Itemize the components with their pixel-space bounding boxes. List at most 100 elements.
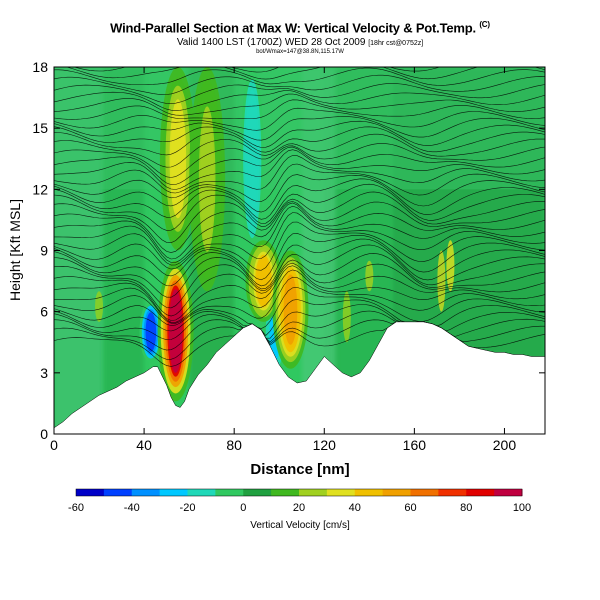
- isentrope-line: [54, 191, 545, 244]
- valid-time-text: Valid 1400 LST (1700Z) WED 28 Oct 2009: [176, 37, 366, 48]
- isentrope-line: [54, 133, 545, 168]
- y-tick-label: 12: [32, 181, 48, 197]
- updraft-contour: [171, 104, 185, 214]
- field-streak: [446, 240, 455, 292]
- colorbar-swatch: [243, 489, 272, 496]
- isentrope-line: [54, 149, 545, 190]
- isentrope-line: [54, 146, 545, 185]
- y-tick-label: 6: [40, 304, 48, 320]
- isentrope-line: [54, 212, 545, 266]
- isentrope-line: [54, 276, 545, 324]
- colorbar-swatch: [438, 489, 467, 496]
- colorbar: -60 -40 -20 0 20 40 60 80 100: [68, 488, 531, 514]
- x-tick-label: 0: [50, 437, 58, 453]
- field-streak: [365, 260, 374, 292]
- colorbar-frame: [75, 488, 523, 497]
- isentrope-line: [54, 253, 545, 309]
- y-tick-label: 9: [40, 243, 48, 259]
- isentrope-line: [54, 178, 545, 220]
- colorbar-swatch: [326, 489, 356, 496]
- valid-time-line: Valid 1400 LST (1700Z) WED 28 Oct 2009 […: [0, 37, 600, 48]
- colorbar-tick-label: -40: [124, 502, 140, 514]
- y-tick-label: 15: [32, 120, 48, 136]
- isentrope-line: [54, 67, 545, 86]
- isentrope-line: [54, 49, 545, 64]
- updraft-contour: [200, 112, 214, 246]
- updraft-contour: [168, 289, 183, 373]
- chart-title-text: Wind-Parallel Section at Max W: Vertical…: [110, 20, 476, 36]
- isentrope-line: [54, 304, 545, 341]
- x-tick-label: 120: [313, 437, 337, 453]
- isentrope-line: [54, 265, 545, 321]
- isentrope-line: [54, 126, 545, 156]
- title-mark: (C): [479, 20, 490, 29]
- chart-title: Wind-Parallel Section at Max W: Vertical…: [0, 20, 600, 35]
- colorbar-swatch: [215, 489, 244, 496]
- x-axis-label: Distance [nm]: [250, 461, 349, 478]
- isentrope-line: [54, 116, 545, 141]
- isentrope-contours: [54, 49, 545, 367]
- isentrope-line: [54, 299, 545, 336]
- isentrope-line: [65, 67, 545, 80]
- isentrope-line: [54, 163, 545, 202]
- isentrope-line: [54, 205, 545, 263]
- y-tick-label: 18: [32, 59, 48, 75]
- isentrope-line: [54, 238, 545, 287]
- colorbar-swatch: [410, 489, 439, 496]
- colorbar-swatch: [494, 489, 523, 496]
- wmax-line: bot/Wmax=147@38.8N,115.17W: [256, 49, 344, 55]
- isentrope-line: [54, 99, 545, 120]
- isentrope-line: [54, 183, 545, 231]
- isentrope-line: [54, 93, 545, 116]
- isentrope-line: [54, 174, 545, 213]
- colorbar-swatch: [131, 489, 161, 496]
- terrain-surface: [54, 321, 545, 434]
- isentrope-line: [54, 269, 545, 323]
- downdraft-contour: [246, 99, 258, 219]
- colorbar-tick-label: 40: [349, 502, 361, 514]
- colorbar-tick-label: 80: [460, 502, 472, 514]
- isentrope-line: [54, 319, 545, 360]
- isentrope-line: [54, 83, 545, 105]
- colorbar-swatch: [466, 489, 495, 496]
- isentrope-line: [54, 244, 545, 298]
- isentrope-line: [54, 221, 545, 271]
- updraft-contour: [256, 256, 271, 306]
- isentrope-line: [54, 201, 545, 253]
- updraft-contour: [283, 274, 298, 345]
- x-tick-label: 80: [226, 437, 242, 453]
- isentrope-line: [54, 202, 545, 260]
- colorbar-swatch: [271, 489, 300, 496]
- colorbar-tick-label: 20: [293, 502, 305, 514]
- isentrope-line: [54, 287, 545, 330]
- x-tick-label: 160: [403, 437, 427, 453]
- colorbar-swatch: [354, 489, 384, 496]
- isentrope-line: [54, 143, 545, 178]
- colorbar-tick-label: 100: [513, 502, 531, 514]
- colorbar-label: Vertical Velocity [cm/s]: [250, 520, 350, 531]
- forecast-note: [18hr cst@0752z]: [368, 40, 424, 47]
- isentrope-line: [54, 155, 545, 194]
- colorbar-swatch: [299, 489, 328, 496]
- x-tick-label: 200: [493, 437, 517, 453]
- colorbar-swatch: [382, 489, 411, 496]
- y-axis-label: Height [Kft MSL]: [7, 199, 23, 301]
- colorbar-tick-label: 60: [404, 502, 416, 514]
- colorbar-swatch: [187, 489, 216, 496]
- isentrope-line: [54, 74, 545, 95]
- colorbar-swatch: [159, 489, 188, 496]
- y-tick-label: 3: [40, 365, 48, 381]
- field-streak: [95, 291, 104, 322]
- isentrope-line: [54, 107, 545, 131]
- x-tick-label: 40: [136, 437, 152, 453]
- isentrope-line: [54, 262, 545, 317]
- colorbar-tick-label: -20: [180, 502, 196, 514]
- isentrope-line: [54, 120, 545, 148]
- isentrope-line: [54, 232, 545, 281]
- y-tick-label: 0: [40, 426, 48, 442]
- isentrope-line: [54, 90, 545, 111]
- isentrope-line: [54, 310, 545, 351]
- colorbar-tick-label: 0: [240, 502, 246, 514]
